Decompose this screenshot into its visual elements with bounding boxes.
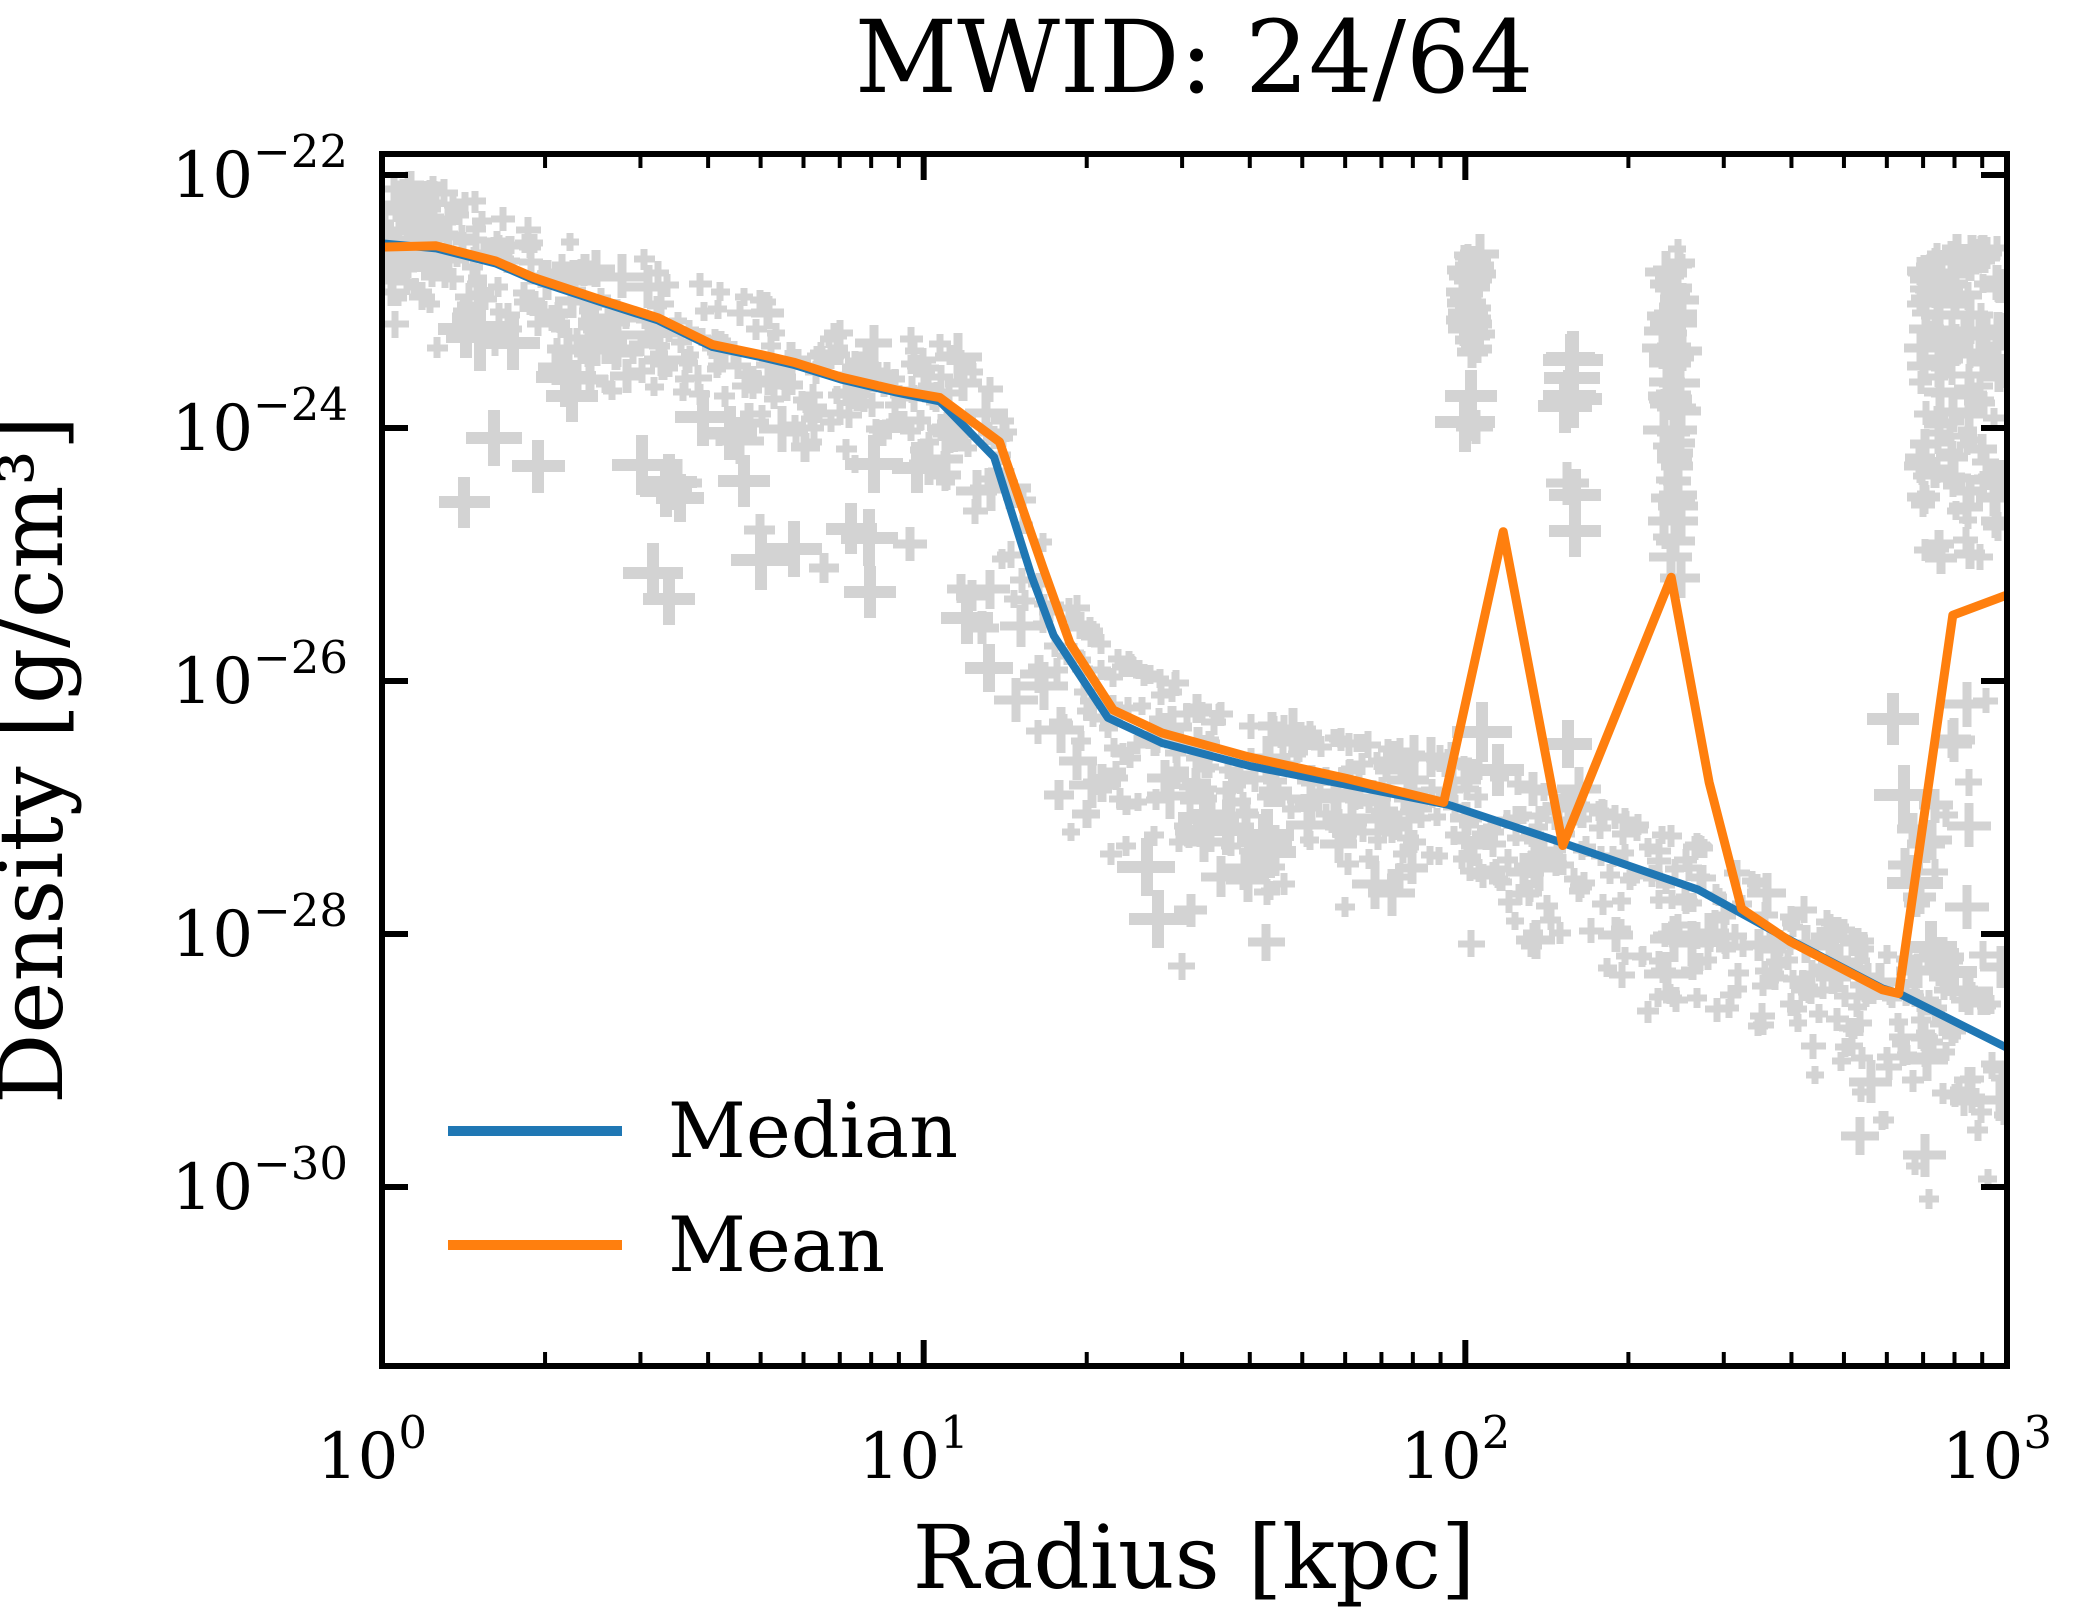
tick-label: 101 [859,1406,969,1494]
axes-frame [379,151,2010,1369]
tick-label: 10−30 [172,1137,348,1225]
scatter-cloud [382,171,2007,1209]
y-axis-tick-labels: 10−22 10−24 10−26 10−28 10−30 [172,125,348,1225]
y-axis-label: Density [g/cm³] [0,416,83,1104]
legend-median-label: Median [668,1086,958,1175]
scatter-plus-markers [382,171,2007,1177]
legend-mean-label: Mean [668,1200,885,1289]
mean-line [382,241,2007,998]
legend: Median Mean [448,1086,958,1289]
x-axis-label: Radius [kpc] [913,1506,1476,1609]
tick-label: 10−26 [172,631,348,719]
tick-label: 100 [317,1406,427,1494]
scatter-plus-markers [438,299,1977,996]
tick-label: 102 [1400,1406,1510,1494]
tick-label: 103 [1942,1406,2052,1494]
tick-label: 10−24 [172,378,348,466]
x-axis-tick-labels: 100 101 102 103 [317,1406,2052,1494]
tick-label: 10−22 [172,125,348,213]
tick-label: 10−28 [172,884,348,972]
chart-title: MWID: 24/64 [855,0,1534,116]
plot-area [382,171,2007,1209]
